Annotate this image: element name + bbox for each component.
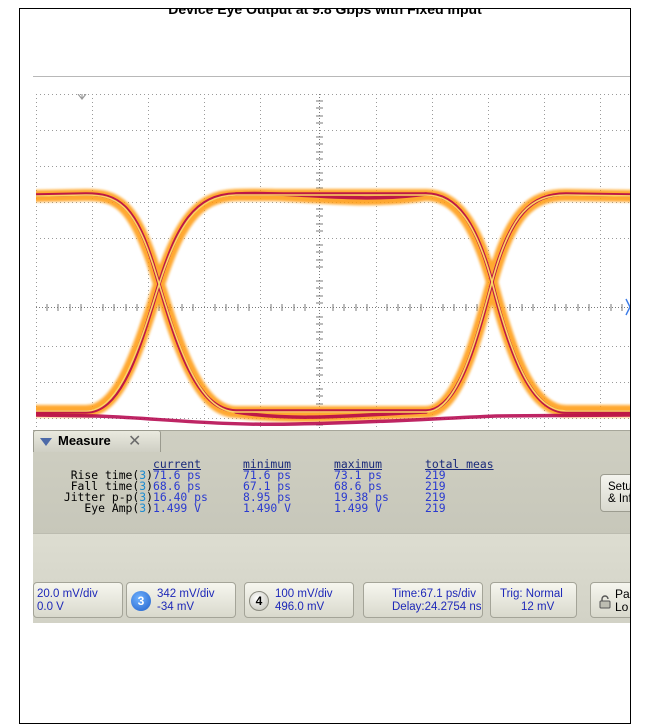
ch3-scale: 342 mV/div — [157, 588, 215, 600]
trigger-button[interactable]: Trig: Normal 12 mV — [490, 582, 577, 618]
axis-ticks — [46, 100, 623, 433]
figure-frame: Device Eye Output at 9.8 Gbps with Fixed… — [19, 8, 631, 724]
measure-tab-label: Measure — [58, 433, 111, 448]
lock-icon — [599, 595, 611, 609]
figure-title: Device Eye Output at 9.8 Gbps with Fixed… — [168, 8, 482, 17]
measure-total: 219 — [425, 468, 446, 482]
measure-panel: Measure ✕ current minimum maximum total … — [33, 430, 630, 534]
time-per-div: Time:67.1 ps/div — [392, 588, 476, 600]
eye-traces — [36, 188, 630, 427]
col-current: current — [153, 457, 202, 471]
setup-info-button[interactable]: Setup & Info — [600, 474, 630, 512]
measure-current: 68.6 ps — [153, 479, 202, 493]
channel-1-button[interactable]: 20.0 mV/div 0.0 V — [33, 582, 123, 618]
measure-row[interactable]: Jitter p-p(3) 16.40 ps 8.95 ps 19.38 ps … — [33, 490, 513, 504]
measure-minimum: 1.490 V — [243, 501, 292, 515]
ch3-offset: -34 mV — [157, 601, 195, 613]
ch1-offset: 0.0 V — [37, 601, 64, 613]
measure-header-row: current minimum maximum total meas — [33, 457, 513, 471]
close-icon[interactable]: ✕ — [128, 433, 142, 450]
ch4-scale: 100 mV/div — [275, 588, 333, 600]
measure-current: 71.6 ps — [153, 468, 202, 482]
measure-name: Jitter p-p(3) — [63, 490, 153, 504]
measure-row[interactable]: Fall time(3) 68.6 ps 67.1 ps 68.6 ps 219 — [33, 479, 513, 493]
pattern-lock-button[interactable]: Pa Lo — [590, 582, 630, 618]
trigger-level: 12 mV — [521, 601, 555, 613]
measure-maximum: 73.1 ps — [334, 468, 383, 482]
measure-maximum: 19.38 ps — [334, 490, 389, 504]
measure-tab[interactable]: Measure ✕ — [33, 430, 161, 452]
measure-current: 16.40 ps — [153, 490, 208, 504]
measure-table: current minimum maximum total meas Rise … — [33, 457, 513, 515]
waveform-display[interactable] — [36, 94, 631, 436]
measure-maximum: 68.6 ps — [334, 479, 383, 493]
channel-4-badge: 4 — [249, 591, 269, 611]
measure-total: 219 — [425, 501, 446, 515]
channel-3-badge: 3 — [131, 591, 151, 611]
measure-minimum: 71.6 ps — [243, 468, 292, 482]
setup-line2: & Info — [608, 493, 630, 505]
measure-total: 219 — [425, 479, 446, 493]
grid-vertical — [36, 94, 601, 436]
measure-minimum: 67.1 ps — [243, 479, 292, 493]
col-minimum: minimum — [243, 457, 292, 471]
measure-name: Eye Amp(3) — [84, 501, 153, 515]
lock-line1: Pa — [615, 587, 630, 601]
center-axes — [36, 94, 630, 436]
measure-total: 219 — [425, 490, 446, 504]
trigger-level-icon — [625, 298, 630, 316]
time-delay: Delay:24.2754 ns — [392, 601, 482, 613]
setup-line1: Setup — [608, 481, 630, 493]
measure-name: Fall time(3) — [70, 479, 153, 493]
timebase-button[interactable]: Time:67.1 ps/div Delay:24.2754 ns — [363, 582, 483, 618]
trigger-mode: Trig: Normal — [500, 588, 563, 600]
channel-4-button[interactable]: 4 100 mV/div 496.0 mV — [244, 582, 354, 618]
measure-name: Rise time(3) — [70, 468, 153, 482]
status-bar: 20.0 mV/div 0.0 V 3 342 mV/div -34 mV 4 … — [33, 533, 630, 623]
measure-row[interactable]: Rise time(3) 71.6 ps 71.6 ps 73.1 ps 219 — [33, 468, 513, 482]
channel-3-button[interactable]: 3 342 mV/div -34 mV — [126, 582, 236, 618]
measure-current: 1.499 V — [153, 501, 202, 515]
measure-row[interactable]: Eye Amp(3) 1.499 V 1.490 V 1.499 V 219 — [33, 501, 513, 515]
col-maximum: maximum — [334, 457, 383, 471]
col-total-meas: total meas — [425, 457, 494, 471]
collapse-triangle-icon[interactable] — [40, 438, 52, 446]
measure-minimum: 8.95 ps — [243, 490, 292, 504]
measure-maximum: 1.499 V — [334, 501, 383, 515]
ground-marker-icon — [77, 94, 87, 100]
lock-line2: Lo — [615, 600, 629, 614]
ch1-scale: 20.0 mV/div — [37, 588, 98, 600]
ch4-offset: 496.0 mV — [275, 601, 325, 613]
scope-top-border — [33, 76, 630, 77]
